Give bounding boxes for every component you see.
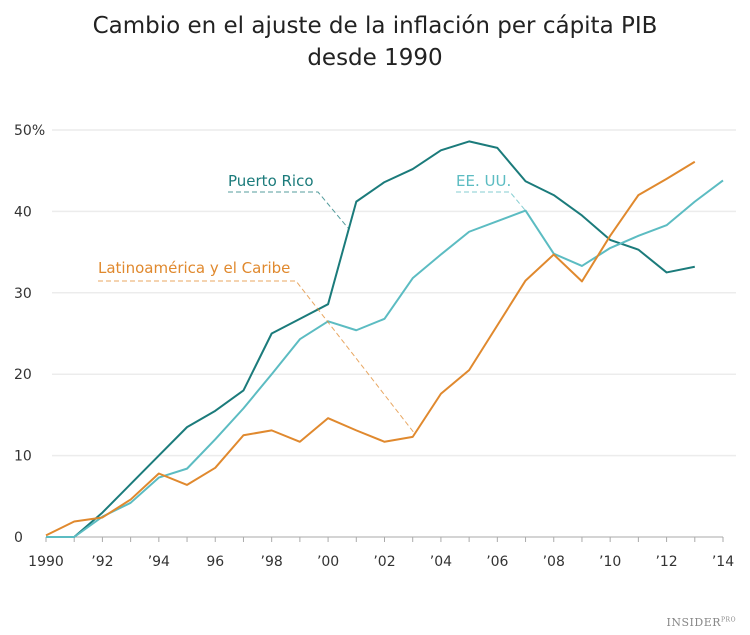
label-leader-line (98, 280, 416, 435)
brand-logo: INSIDERPRO (666, 616, 736, 629)
y-tick-label: 30 (14, 286, 32, 302)
y-tick-label: 10 (14, 449, 32, 465)
y-tick-label: 20 (14, 367, 32, 383)
chart-title-line1: Cambio en el ajuste de la inflación per … (92, 13, 658, 39)
x-tick-label: ’08 (543, 554, 565, 570)
label-leader-line (456, 191, 526, 211)
x-tick-label: ’04 (430, 554, 452, 570)
series-line-2 (45, 160, 696, 537)
x-tick-label: ’14 (712, 554, 734, 570)
series-label: Puerto Rico (228, 172, 314, 190)
x-tick-label: ’06 (486, 554, 508, 570)
x-tick-label: 1990 (28, 554, 64, 570)
y-tick-label: 50% (14, 123, 45, 139)
x-tick-label: ’94 (148, 554, 170, 570)
x-tick-label: ’02 (373, 554, 395, 570)
x-tick-label: 96 (206, 554, 224, 570)
x-tick-label: ’00 (317, 554, 339, 570)
x-tick-label: ’92 (91, 554, 113, 570)
chart-title-line2: desde 1990 (307, 45, 443, 71)
x-tick-label: ’10 (599, 554, 621, 570)
label-leader-line (228, 191, 349, 229)
series-label: Latinoamérica y el Caribe (98, 259, 290, 277)
series-line-0 (46, 140, 695, 538)
series-label: EE. UU. (456, 172, 511, 190)
x-tick-label: ’12 (655, 554, 677, 570)
y-tick-label: 0 (14, 530, 23, 546)
y-tick-label: 40 (14, 204, 32, 220)
x-tick-label: ’98 (261, 554, 283, 570)
series-line-1 (46, 179, 724, 538)
